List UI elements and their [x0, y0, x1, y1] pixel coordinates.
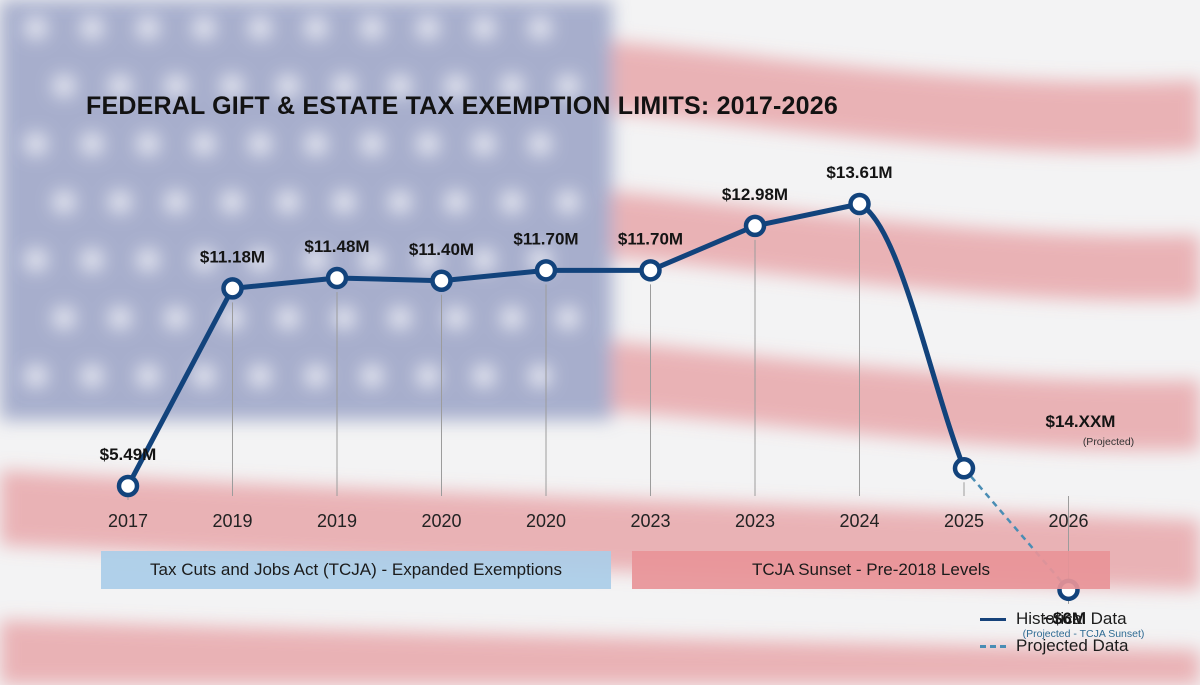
- x-tick-label: 2026: [1048, 511, 1088, 531]
- historical-data-point: [221, 277, 244, 300]
- annotation-note: (Projected): [1083, 436, 1134, 448]
- projected-note-label: (Projected - TCJA Sunset): [1023, 628, 1145, 640]
- point-value-label: $11.40M: [409, 240, 474, 259]
- x-tick-label: 2019: [212, 511, 252, 531]
- series-lines: [125, 201, 1070, 591]
- x-tick-label: 2020: [526, 511, 566, 531]
- point-value-label: $5.49M: [100, 445, 157, 464]
- historical-data-point: [639, 259, 662, 282]
- x-tick-label: 2023: [630, 511, 670, 531]
- legend-dashed-swatch: [980, 644, 1006, 648]
- point-value-label: $11.70M: [513, 229, 578, 248]
- legend-historical: Historical Data: [980, 609, 1127, 629]
- point-value-label: $11.70M: [618, 229, 683, 248]
- historical-data-point: [534, 259, 558, 282]
- point-value-label: $12.98M: [722, 185, 788, 204]
- sunset-period-label: TCJA Sunset - Pre-2018 Levels: [751, 560, 991, 579]
- drop-lines: [127, 218, 1069, 604]
- x-tick-label: 2017: [108, 511, 148, 531]
- chart-title: FEDERAL GIFT & ESTATE TAX EXEMPTION LIMI…: [86, 92, 838, 120]
- x-tick-label: 2025: [944, 511, 984, 531]
- x-tick-label: 2019: [317, 511, 357, 531]
- legend-projected: Projected Data: [980, 636, 1128, 656]
- data-points: [116, 192, 1080, 602]
- legend-solid-swatch: [980, 617, 1006, 621]
- historical-data-point: [743, 214, 767, 238]
- historical-data-point: [430, 269, 453, 293]
- tcja-period-band: Tax Cuts and Jobs Act (TCJA) - Expanded …: [101, 551, 611, 589]
- historical-data-point: [325, 266, 349, 290]
- point-labels: $5.49M $11.18M $11.48M $11.40M $11.70M $11.70…: [100, 163, 1145, 640]
- historical-data-point: [952, 457, 976, 480]
- projected-value-label: ~$6M: [1043, 609, 1086, 628]
- historical-data-point: [116, 474, 140, 498]
- point-value-label: $11.48M: [304, 237, 369, 256]
- point-value-label: $13.61M: [826, 163, 892, 182]
- historical-series-line: [125, 201, 967, 489]
- annotations: $14.XXM (Projected): [1046, 412, 1135, 448]
- tcja-period-label: Tax Cuts and Jobs Act (TCJA) - Expanded …: [150, 560, 562, 579]
- point-value-label: $11.18M: [200, 247, 265, 266]
- legend-historical-label: Historical Data: [1016, 609, 1127, 628]
- historical-data-point: [848, 192, 871, 216]
- x-tick-label: 2020: [421, 511, 461, 531]
- annotation-label: $14.XXM: [1046, 412, 1116, 431]
- sunset-period-band: TCJA Sunset - Pre-2018 Levels: [632, 551, 1110, 589]
- x-tick-label: 2024: [839, 511, 879, 531]
- legend-projected-label: Projected Data: [1016, 636, 1129, 655]
- x-tick-label: 2023: [735, 511, 775, 531]
- x-axis-labels: 2017 2019 2019 2020 2020 2023 2023 2024 2025 2026: [108, 511, 1089, 531]
